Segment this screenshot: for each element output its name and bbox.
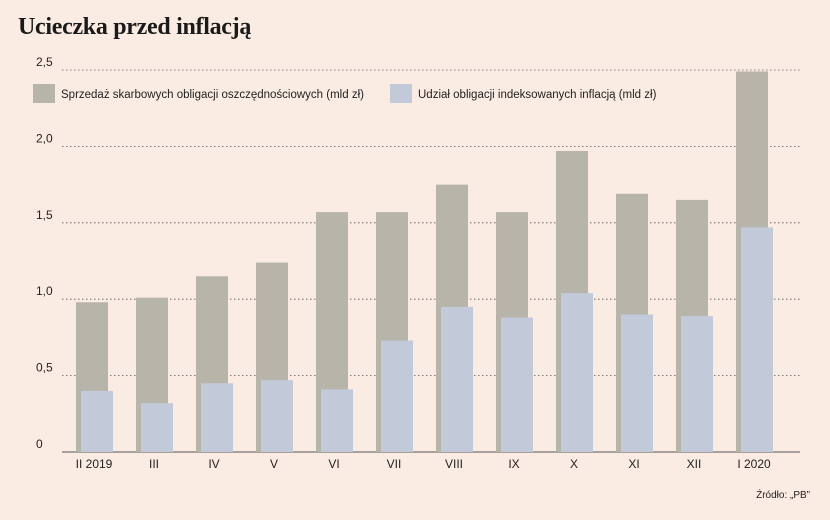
bar-indexed (741, 227, 773, 452)
bar-indexed (561, 293, 593, 452)
y-tick-label: 0 (36, 437, 43, 451)
bar-indexed (81, 390, 113, 452)
y-tick-label: 1,5 (36, 208, 53, 222)
bar-indexed (381, 340, 413, 452)
bar-indexed (321, 389, 353, 452)
legend-swatch-indexed (390, 84, 412, 103)
y-tick-label: 0,5 (36, 361, 53, 375)
x-tick-label: I 2020 (737, 457, 771, 471)
bars (76, 71, 773, 452)
bar-indexed (141, 403, 173, 452)
bar-indexed (621, 314, 653, 452)
bar-indexed (501, 317, 533, 452)
x-tick-label: II 2019 (76, 457, 113, 471)
bar-indexed (681, 316, 713, 452)
x-tick-label: VII (387, 457, 402, 471)
legend-swatch-sales (33, 84, 55, 103)
x-tick-label: X (570, 457, 578, 471)
bar-indexed (201, 383, 233, 452)
y-axis-labels: 0 0,5 1,0 1,5 2,0 2,5 (36, 55, 53, 451)
x-tick-label: III (149, 457, 159, 471)
x-tick-label: V (270, 457, 278, 471)
y-tick-label: 1,0 (36, 284, 53, 298)
chart-title: Ucieczka przed inflacją (18, 14, 252, 40)
x-tick-label: VIII (445, 457, 463, 471)
legend: Sprzedaż skarbowych obligacji oszczędnoś… (33, 84, 657, 103)
x-tick-label: IX (508, 457, 519, 471)
y-tick-label: 2,5 (36, 55, 53, 69)
x-tick-label: IV (208, 457, 219, 471)
legend-label-sales: Sprzedaż skarbowych obligacji oszczędnoś… (61, 89, 364, 101)
x-tick-label: XI (628, 457, 639, 471)
bar-indexed (261, 380, 293, 452)
bar-indexed (441, 306, 473, 452)
source-note: Źródło: „PB” (756, 490, 810, 501)
y-tick-label: 2,0 (36, 131, 53, 145)
x-tick-label: VI (328, 457, 339, 471)
x-axis-labels: II 2019 III IV V VI VII VIII IX X XI XII I 2020 (76, 457, 771, 471)
legend-label-indexed: Udział obligacji indeksowanych inflacją … (418, 89, 657, 101)
x-tick-label: XII (687, 457, 702, 471)
